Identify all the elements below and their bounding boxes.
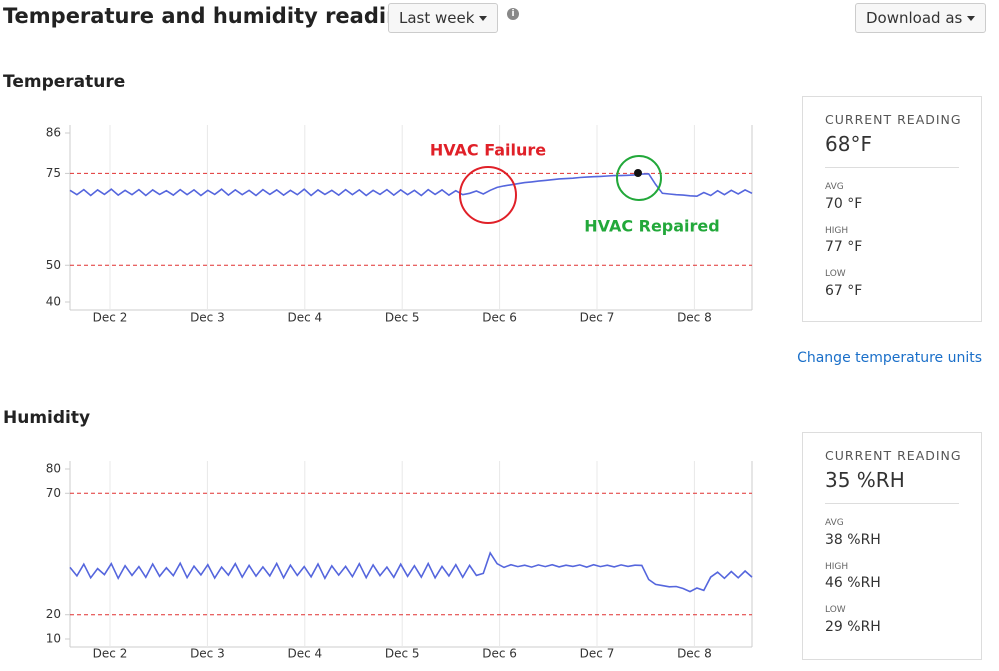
stat-value: 38 %RH bbox=[825, 532, 881, 548]
x-tick-label: Dec 7 bbox=[580, 311, 615, 325]
reading-panel: CURRENT READING 35 %RH AVG 38 %RH HIGH 4… bbox=[802, 432, 982, 660]
stat-label: AVG bbox=[825, 182, 844, 192]
y-tick-label: 10 bbox=[46, 632, 61, 646]
download-label: Download as bbox=[866, 9, 963, 27]
x-tick-label: Dec 2 bbox=[93, 311, 128, 325]
y-tick-label: 50 bbox=[46, 258, 61, 272]
x-tick-label: Dec 5 bbox=[385, 647, 420, 661]
stat-label: LOW bbox=[825, 605, 846, 615]
annotation-circle bbox=[616, 155, 662, 201]
x-tick-label: Dec 4 bbox=[287, 311, 322, 325]
x-tick-label: Dec 6 bbox=[482, 647, 517, 661]
info-icon[interactable]: i bbox=[507, 8, 519, 20]
annotation: HVAC Failure bbox=[430, 141, 546, 160]
stat-value: 77 °F bbox=[825, 239, 863, 255]
stat-value: 46 %RH bbox=[825, 575, 881, 591]
section-title: Humidity bbox=[3, 408, 91, 428]
x-tick-label: Dec 4 bbox=[287, 647, 322, 661]
x-tick-label: Dec 8 bbox=[677, 647, 712, 661]
y-tick-label: 80 bbox=[46, 462, 61, 476]
download-dropdown[interactable]: Download as bbox=[855, 3, 987, 33]
reading-panel: CURRENT READING 68°F AVG 70 °F HIGH 77 °… bbox=[802, 96, 982, 322]
y-tick-label: 70 bbox=[46, 486, 61, 500]
stat-value: 70 °F bbox=[825, 196, 863, 212]
x-tick-label: Dec 6 bbox=[482, 311, 517, 325]
y-tick-label: 75 bbox=[46, 166, 61, 180]
stat-label: AVG bbox=[825, 518, 844, 528]
x-tick-label: Dec 5 bbox=[385, 311, 420, 325]
x-tick-label: Dec 7 bbox=[580, 647, 615, 661]
annotation-circle bbox=[459, 166, 517, 224]
units-link[interactable]: Change temperature units bbox=[797, 350, 982, 366]
stat-label: HIGH bbox=[825, 562, 849, 572]
stat-label: LOW bbox=[825, 269, 846, 279]
stat-value: 67 °F bbox=[825, 283, 863, 299]
caret bbox=[967, 16, 976, 21]
page-title: Temperature and humidity readings bbox=[3, 4, 429, 28]
x-tick-label: Dec 3 bbox=[190, 647, 225, 661]
stat-label: HIGH bbox=[825, 226, 849, 236]
y-tick-label: 86 bbox=[46, 126, 61, 140]
section-title: Temperature bbox=[3, 72, 126, 92]
range-label: Last week bbox=[399, 9, 475, 27]
annotation: HVAC Repaired bbox=[584, 217, 719, 236]
panel-heading: CURRENT READING bbox=[825, 112, 962, 127]
y-tick-label: 20 bbox=[46, 607, 61, 621]
separator bbox=[825, 167, 959, 168]
y-tick-label: 40 bbox=[46, 295, 61, 309]
current-reading: 35 %RH bbox=[825, 468, 905, 492]
annotation-dot bbox=[634, 169, 642, 177]
x-tick-label: Dec 2 bbox=[93, 647, 128, 661]
x-tick-label: Dec 8 bbox=[677, 311, 712, 325]
current-reading: 68°F bbox=[825, 132, 872, 156]
separator bbox=[825, 503, 959, 504]
caret bbox=[479, 16, 488, 21]
x-tick-label: Dec 3 bbox=[190, 311, 225, 325]
data-line bbox=[69, 551, 753, 593]
stat-value: 29 %RH bbox=[825, 619, 881, 635]
data-line bbox=[69, 172, 753, 198]
panel-heading: CURRENT READING bbox=[825, 448, 962, 463]
range-dropdown[interactable]: Last week bbox=[388, 3, 499, 33]
